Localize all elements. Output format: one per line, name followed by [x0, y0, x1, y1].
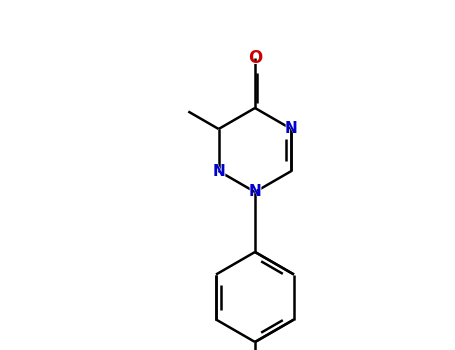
- Text: O: O: [247, 49, 263, 68]
- Text: N: N: [285, 121, 298, 136]
- Text: N: N: [284, 120, 299, 138]
- Text: N: N: [248, 183, 263, 201]
- Text: O: O: [248, 49, 262, 67]
- Text: N: N: [211, 162, 226, 180]
- Text: N: N: [212, 163, 225, 178]
- Text: N: N: [248, 184, 261, 200]
